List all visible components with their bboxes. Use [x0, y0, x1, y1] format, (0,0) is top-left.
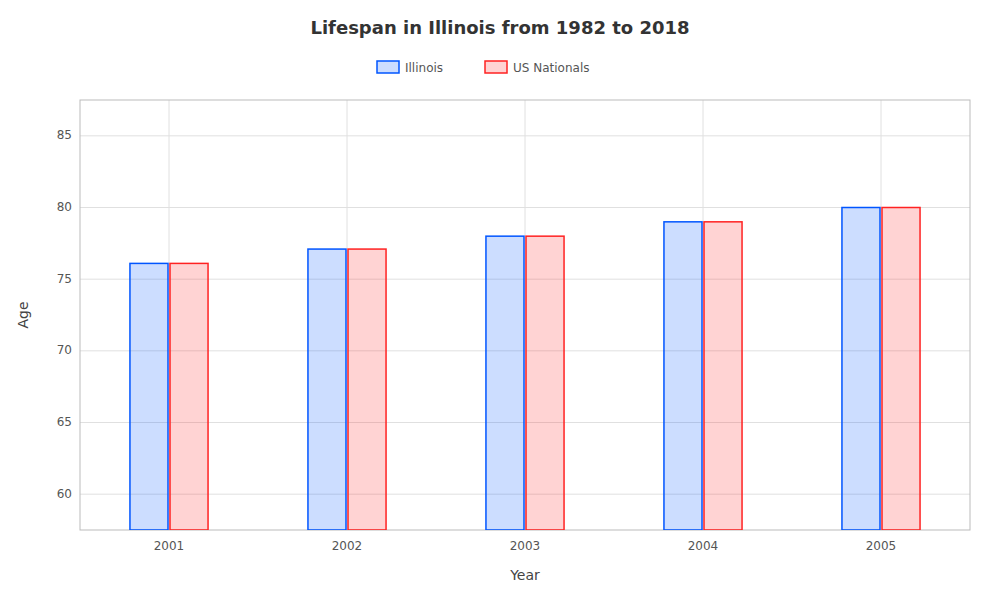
bars — [130, 208, 920, 531]
y-tick-label: 75 — [57, 272, 72, 286]
y-tick-label: 85 — [57, 128, 72, 142]
x-tick-label: 2001 — [154, 539, 185, 553]
bar — [486, 236, 524, 530]
y-axis-label: Age — [15, 301, 31, 328]
y-tick-label: 65 — [57, 415, 72, 429]
x-tick-label: 2002 — [332, 539, 363, 553]
y-tick-label: 70 — [57, 343, 72, 357]
x-tick-label: 2005 — [866, 539, 897, 553]
legend-label: Illinois — [405, 61, 443, 75]
legend-label: US Nationals — [513, 61, 589, 75]
bar — [348, 249, 386, 530]
chart-container: 60 65 70 75 80 85 2001 2002 2003 2004 2005 Year Age L… — [0, 0, 1000, 600]
legend: Illinois US Nationals — [377, 61, 589, 75]
bar — [704, 222, 742, 530]
x-tick-label: 2003 — [510, 539, 541, 553]
bar — [882, 208, 920, 531]
bar — [842, 208, 880, 531]
chart: 60 65 70 75 80 85 2001 2002 2003 2004 2005 Year Age L… — [0, 0, 1000, 600]
y-tick-label: 60 — [57, 487, 72, 501]
bar — [308, 249, 346, 530]
legend-swatch — [377, 61, 399, 73]
y-tick-label: 80 — [57, 200, 72, 214]
x-axis-label: Year — [509, 567, 540, 583]
bar — [664, 222, 702, 530]
grid — [80, 100, 970, 530]
legend-swatch — [485, 61, 507, 73]
bar — [170, 263, 208, 530]
bar — [526, 236, 564, 530]
x-tick-label: 2004 — [688, 539, 719, 553]
title: Lifespan in Illinois from 1982 to 2018 — [310, 17, 689, 38]
bar — [130, 263, 168, 530]
plot-frame — [80, 100, 970, 530]
